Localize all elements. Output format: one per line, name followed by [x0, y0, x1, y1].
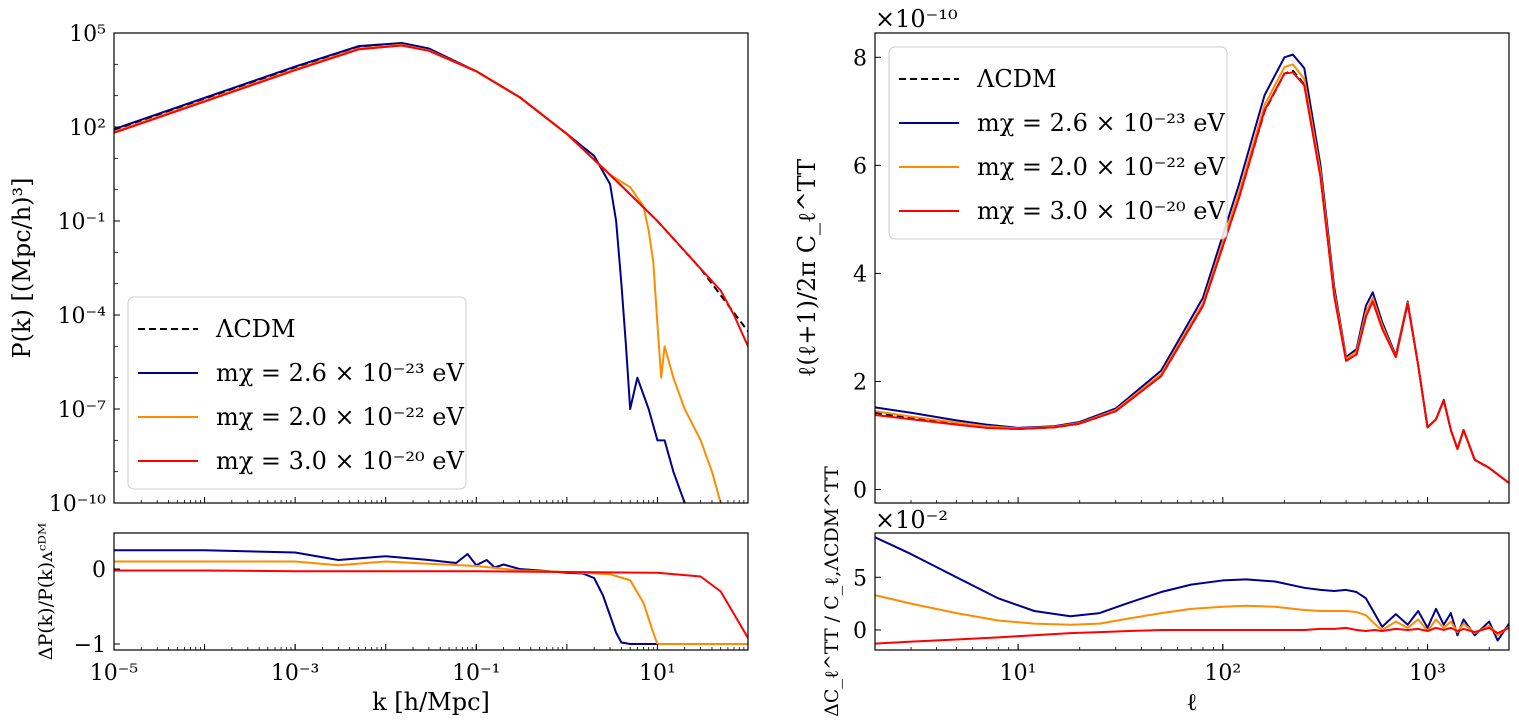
- pk_main-legend-box: [127, 296, 467, 490]
- pk_main-series-3-line: [114, 44, 748, 347]
- pk_main-ytick-label-1: 10⁻⁷: [58, 398, 107, 423]
- cl_main-ytick-label-4: 8: [853, 46, 867, 71]
- pk_main-legend: ΛCDM mχ = 2.6 × 10⁻²³ eV mχ = 2.0 × 10⁻²² …: [127, 296, 467, 490]
- cl_main-axes-frame: [874, 32, 1510, 504]
- cl_ratio-series-2-line: [875, 626, 1509, 645]
- cl_main-ytick-label-2: 4: [853, 262, 867, 287]
- cl_ratio-ytick-label-0: 0: [853, 619, 867, 644]
- pk_ratio-series-2-line: [114, 569, 748, 639]
- cl_ratio-series-group: [875, 536, 1509, 645]
- pk_ratio-xlabel: k [h/Mpc]: [372, 688, 490, 716]
- cl_ratio-axes-frame: [874, 532, 1510, 651]
- pk_main-ytick-label-2: 10⁻⁴: [58, 304, 107, 329]
- pk_ratio-xtick-label-3: 10¹: [639, 661, 676, 686]
- cl_main-series-3-line: [875, 71, 1509, 484]
- pk_main-ytick-label-5: 10⁵: [69, 22, 106, 47]
- pk_ratio-series-group: [114, 549, 748, 645]
- cl_ratio-ytick-label-1: 5: [853, 566, 867, 591]
- pk_main-series-group: [114, 41, 748, 503]
- pk_main-ylabel: P(k) [(Mpc/h)³]: [8, 177, 36, 358]
- pk_main-axes-frame: [113, 32, 749, 504]
- cl_ratio-multiplier: ×10⁻²: [875, 506, 948, 534]
- pk_main-legend-label-2: mχ = 2.0 × 10⁻²² eV: [216, 403, 464, 431]
- pk_main-legend-label-1: mχ = 2.6 × 10⁻²³ eV: [216, 359, 464, 387]
- cl_main-legend-box: [888, 46, 1228, 240]
- pk_main-series-1-line: [114, 41, 686, 503]
- cl_ratio-xtick-label-1: 10²: [1204, 661, 1241, 686]
- cl_main-multiplier: ×10⁻¹⁰: [875, 5, 958, 33]
- pk_ratio-ylabel: ΔP(k)/P(k)ᴧᶜᴰᴹ: [35, 523, 57, 661]
- cl_ratio-xtick-label-0: 10¹: [1000, 661, 1037, 686]
- cl_ratio-series-0-line: [875, 536, 1509, 642]
- pk_main-ytick-label-4: 10²: [69, 116, 106, 141]
- pk_main-legend-label-3: mχ = 3.0 × 10⁻²⁰ eV: [216, 447, 464, 475]
- cl_main-legend: ΛCDM mχ = 2.6 × 10⁻²³ eV mχ = 2.0 × 10⁻²² …: [888, 46, 1228, 240]
- cl_main-legend-label-3: mχ = 3.0 × 10⁻²⁰ eV: [977, 197, 1225, 225]
- pk_ratio-series-1-line: [114, 560, 748, 645]
- pk_ratio-ytick-label-1: 0: [92, 558, 106, 583]
- pk_ratio-xtick-label-0: 10⁻⁵: [90, 661, 138, 686]
- pk_main-ytick-label-0: 10⁻¹⁰: [49, 492, 106, 517]
- pk_ratio-xtick-label-1: 10⁻³: [271, 661, 319, 686]
- cl_main-ytick-label-0: 0: [853, 478, 867, 503]
- cl_main-ytick-label-3: 6: [853, 154, 867, 179]
- cl_main-legend-label-1: mχ = 2.6 × 10⁻²³ eV: [977, 109, 1225, 137]
- pk_main-series-0-line: [114, 42, 748, 332]
- cl_main-legend-label-0: ΛCDM: [976, 65, 1057, 93]
- cl_ratio-xtick-label-2: 10³: [1409, 661, 1446, 686]
- cl_main-series-group: [875, 53, 1509, 484]
- pk_ratio-ytick-label-0: −1: [74, 633, 106, 658]
- pk_main-ytick-label-3: 10⁻¹: [58, 210, 106, 235]
- cl_ratio-series-1-line: [875, 594, 1509, 637]
- pk_ratio-series-0-line: [114, 549, 748, 645]
- cl_main-ytick-label-1: 2: [853, 370, 867, 395]
- cl_main-ylabel: ℓ(ℓ+1)/2π C_ℓ^TT: [793, 159, 821, 377]
- pk_ratio-xtick-label-2: 10⁻¹: [452, 661, 500, 686]
- cl_ratio-ylabel: ΔC_ℓ^TT / C_ℓ,ΛCDM^TT: [821, 466, 843, 717]
- cl_main-legend-label-2: mχ = 2.0 × 10⁻²² eV: [977, 153, 1225, 181]
- cl_ratio-xlabel: ℓ: [1186, 688, 1198, 716]
- pk_ratio-axes-frame: [113, 532, 749, 651]
- pk_main-legend-label-0: ΛCDM: [215, 315, 296, 343]
